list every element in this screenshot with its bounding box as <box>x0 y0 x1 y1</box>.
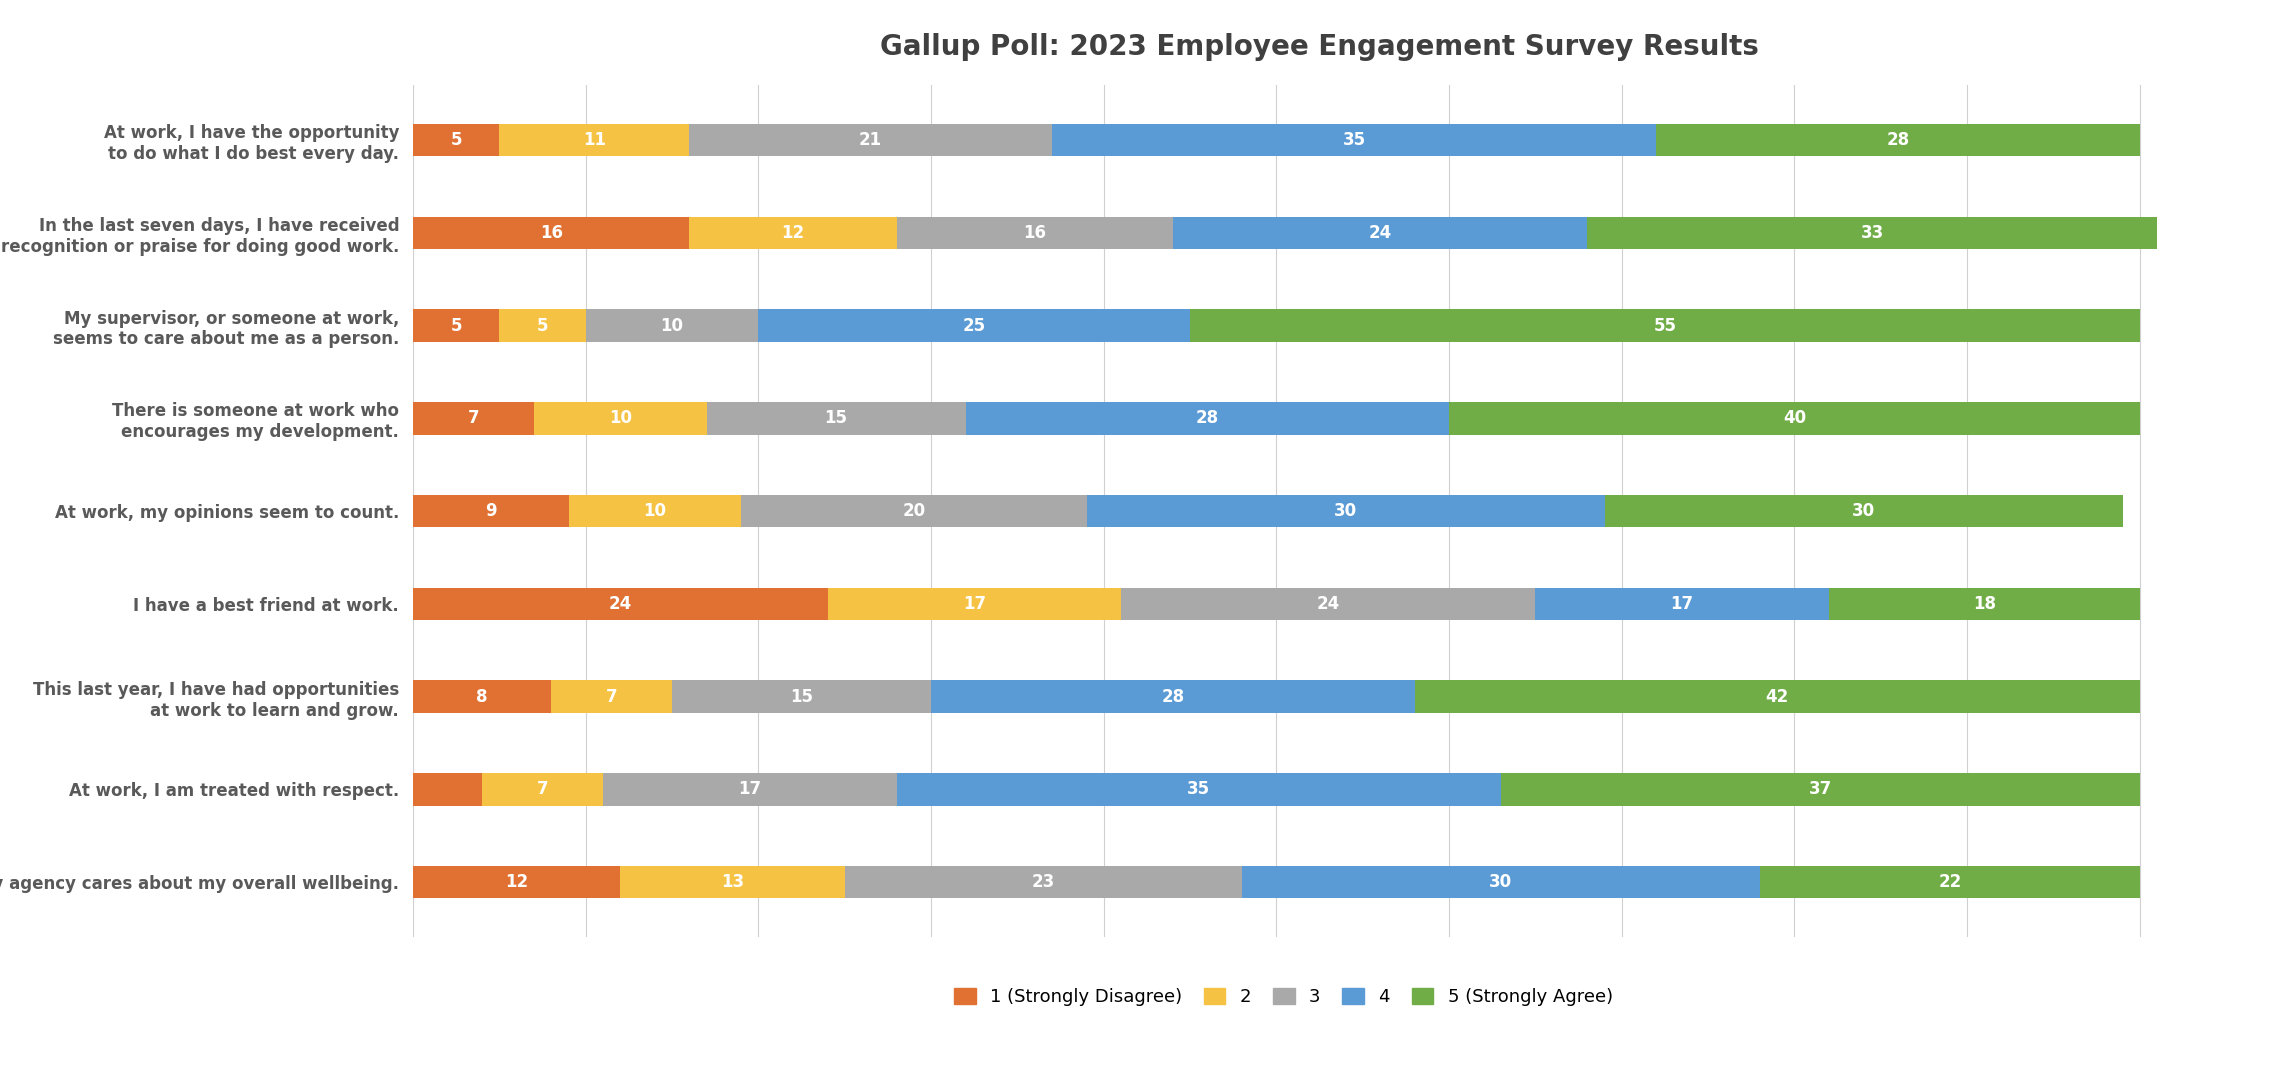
Bar <box>688 216 897 249</box>
Text: 18: 18 <box>1974 595 1997 613</box>
Bar <box>707 403 966 435</box>
Text: 23: 23 <box>1033 873 1056 891</box>
Text: 35: 35 <box>1187 781 1209 799</box>
Text: 28: 28 <box>1196 409 1219 427</box>
Bar <box>1588 216 2157 249</box>
Bar <box>1535 588 1829 620</box>
Text: 55: 55 <box>1652 316 1675 334</box>
Bar <box>413 310 500 342</box>
Bar <box>1829 588 2139 620</box>
Bar <box>741 495 1086 527</box>
Bar <box>1414 681 2139 712</box>
Text: 16: 16 <box>1024 224 1047 242</box>
Text: 10: 10 <box>661 316 684 334</box>
Bar <box>482 773 604 806</box>
Text: 33: 33 <box>1861 224 1884 242</box>
Bar <box>672 681 932 712</box>
Text: 21: 21 <box>858 131 881 149</box>
Text: 22: 22 <box>1939 873 1962 891</box>
Bar <box>551 681 672 712</box>
Text: 17: 17 <box>739 781 762 799</box>
Text: 35: 35 <box>1343 131 1366 149</box>
Text: 28: 28 <box>1886 131 1909 149</box>
Text: 40: 40 <box>1783 409 1806 427</box>
Text: 12: 12 <box>780 224 806 242</box>
Bar <box>585 310 757 342</box>
Bar <box>1657 124 2139 157</box>
Text: 15: 15 <box>824 409 847 427</box>
Bar <box>413 216 688 249</box>
Bar <box>757 310 1191 342</box>
Text: 10: 10 <box>608 409 631 427</box>
Bar <box>569 495 741 527</box>
Text: 5: 5 <box>450 316 461 334</box>
Bar <box>1501 773 2139 806</box>
Text: 12: 12 <box>505 873 528 891</box>
Bar <box>413 866 620 899</box>
Text: 5: 5 <box>537 316 549 334</box>
Text: 13: 13 <box>721 873 744 891</box>
Bar <box>413 588 828 620</box>
Text: 20: 20 <box>902 503 925 520</box>
Text: 24: 24 <box>1368 224 1391 242</box>
Bar <box>1173 216 1588 249</box>
Text: 10: 10 <box>643 503 666 520</box>
Text: 15: 15 <box>789 688 812 706</box>
Text: 30: 30 <box>1489 873 1512 891</box>
Text: 42: 42 <box>1765 688 1788 706</box>
Text: 28: 28 <box>1161 688 1184 706</box>
Bar <box>413 773 482 806</box>
Bar <box>500 310 585 342</box>
Bar <box>413 124 500 157</box>
Bar <box>1604 495 2123 527</box>
Bar <box>1448 403 2139 435</box>
Text: 7: 7 <box>468 409 480 427</box>
Text: 24: 24 <box>1317 595 1340 613</box>
Bar <box>845 866 1242 899</box>
Text: 17: 17 <box>962 595 987 613</box>
Bar <box>688 124 1051 157</box>
Title: Gallup Poll: 2023 Employee Engagement Survey Results: Gallup Poll: 2023 Employee Engagement Su… <box>881 33 1758 61</box>
Bar <box>1191 310 2139 342</box>
Bar <box>1760 866 2139 899</box>
Bar <box>1242 866 1760 899</box>
Text: 30: 30 <box>1333 503 1356 520</box>
Legend: 1 (Strongly Disagree), 2, 3, 4, 5 (Strongly Agree): 1 (Strongly Disagree), 2, 3, 4, 5 (Stron… <box>946 981 1620 1014</box>
Bar <box>828 588 1120 620</box>
Bar <box>1086 495 1604 527</box>
Bar <box>1120 588 1535 620</box>
Text: 30: 30 <box>1852 503 1875 520</box>
Text: 9: 9 <box>484 503 496 520</box>
Text: 16: 16 <box>539 224 562 242</box>
Text: 7: 7 <box>606 688 617 706</box>
Text: 25: 25 <box>962 316 987 334</box>
Text: 7: 7 <box>537 781 549 799</box>
Bar <box>413 681 551 712</box>
Bar <box>413 495 569 527</box>
Text: 17: 17 <box>1671 595 1694 613</box>
Text: 24: 24 <box>608 595 631 613</box>
Bar <box>932 681 1414 712</box>
Text: 8: 8 <box>477 688 489 706</box>
Bar <box>620 866 845 899</box>
Bar <box>897 216 1173 249</box>
Bar <box>535 403 707 435</box>
Text: 11: 11 <box>583 131 606 149</box>
Text: 37: 37 <box>1808 781 1831 799</box>
Bar <box>966 403 1448 435</box>
Bar <box>897 773 1501 806</box>
Bar <box>1051 124 1657 157</box>
Text: 5: 5 <box>450 131 461 149</box>
Bar <box>604 773 897 806</box>
Bar <box>500 124 688 157</box>
Bar <box>413 403 535 435</box>
